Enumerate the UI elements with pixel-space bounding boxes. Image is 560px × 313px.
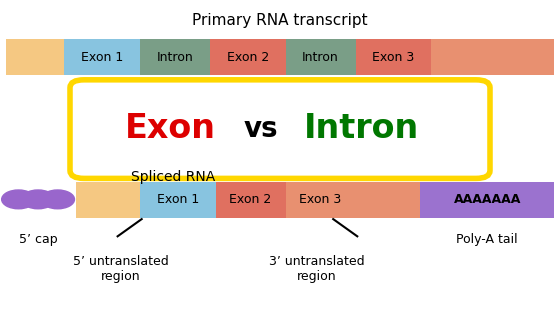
Circle shape — [2, 190, 35, 209]
Bar — [140, 182, 216, 218]
Text: vs: vs — [243, 115, 278, 143]
Bar — [431, 39, 554, 75]
Text: Exon 3: Exon 3 — [372, 51, 414, 64]
Text: 5’ cap: 5’ cap — [19, 233, 57, 246]
Text: Exon 1: Exon 1 — [157, 193, 199, 206]
Text: Primary RNA transcript: Primary RNA transcript — [192, 13, 368, 28]
Circle shape — [21, 190, 55, 209]
Text: Exon 1: Exon 1 — [81, 51, 123, 64]
Bar — [356, 182, 420, 218]
Bar — [286, 182, 356, 218]
Bar — [286, 39, 356, 75]
Bar — [64, 39, 140, 75]
Text: Exon 2: Exon 2 — [227, 51, 269, 64]
Text: 3’ untranslated
region: 3’ untranslated region — [269, 255, 364, 283]
Bar — [76, 182, 140, 218]
Text: AAAAAAA: AAAAAAA — [454, 193, 521, 206]
Text: Spliced RNA: Spliced RNA — [132, 170, 216, 184]
Text: Exon 3: Exon 3 — [300, 193, 342, 206]
Text: Intron: Intron — [304, 112, 419, 145]
Bar — [6, 39, 64, 75]
Text: Intron: Intron — [157, 51, 193, 64]
Bar — [210, 39, 286, 75]
Text: 5’ untranslated
region: 5’ untranslated region — [73, 255, 168, 283]
Bar — [420, 182, 554, 218]
Bar — [140, 39, 210, 75]
FancyBboxPatch shape — [70, 80, 490, 178]
Text: Poly-A tail: Poly-A tail — [456, 233, 518, 246]
Circle shape — [41, 190, 74, 209]
Bar — [216, 182, 286, 218]
Bar — [356, 39, 431, 75]
Text: Intron: Intron — [302, 51, 339, 64]
Text: Exon 2: Exon 2 — [230, 193, 272, 206]
Text: Exon: Exon — [125, 112, 216, 145]
